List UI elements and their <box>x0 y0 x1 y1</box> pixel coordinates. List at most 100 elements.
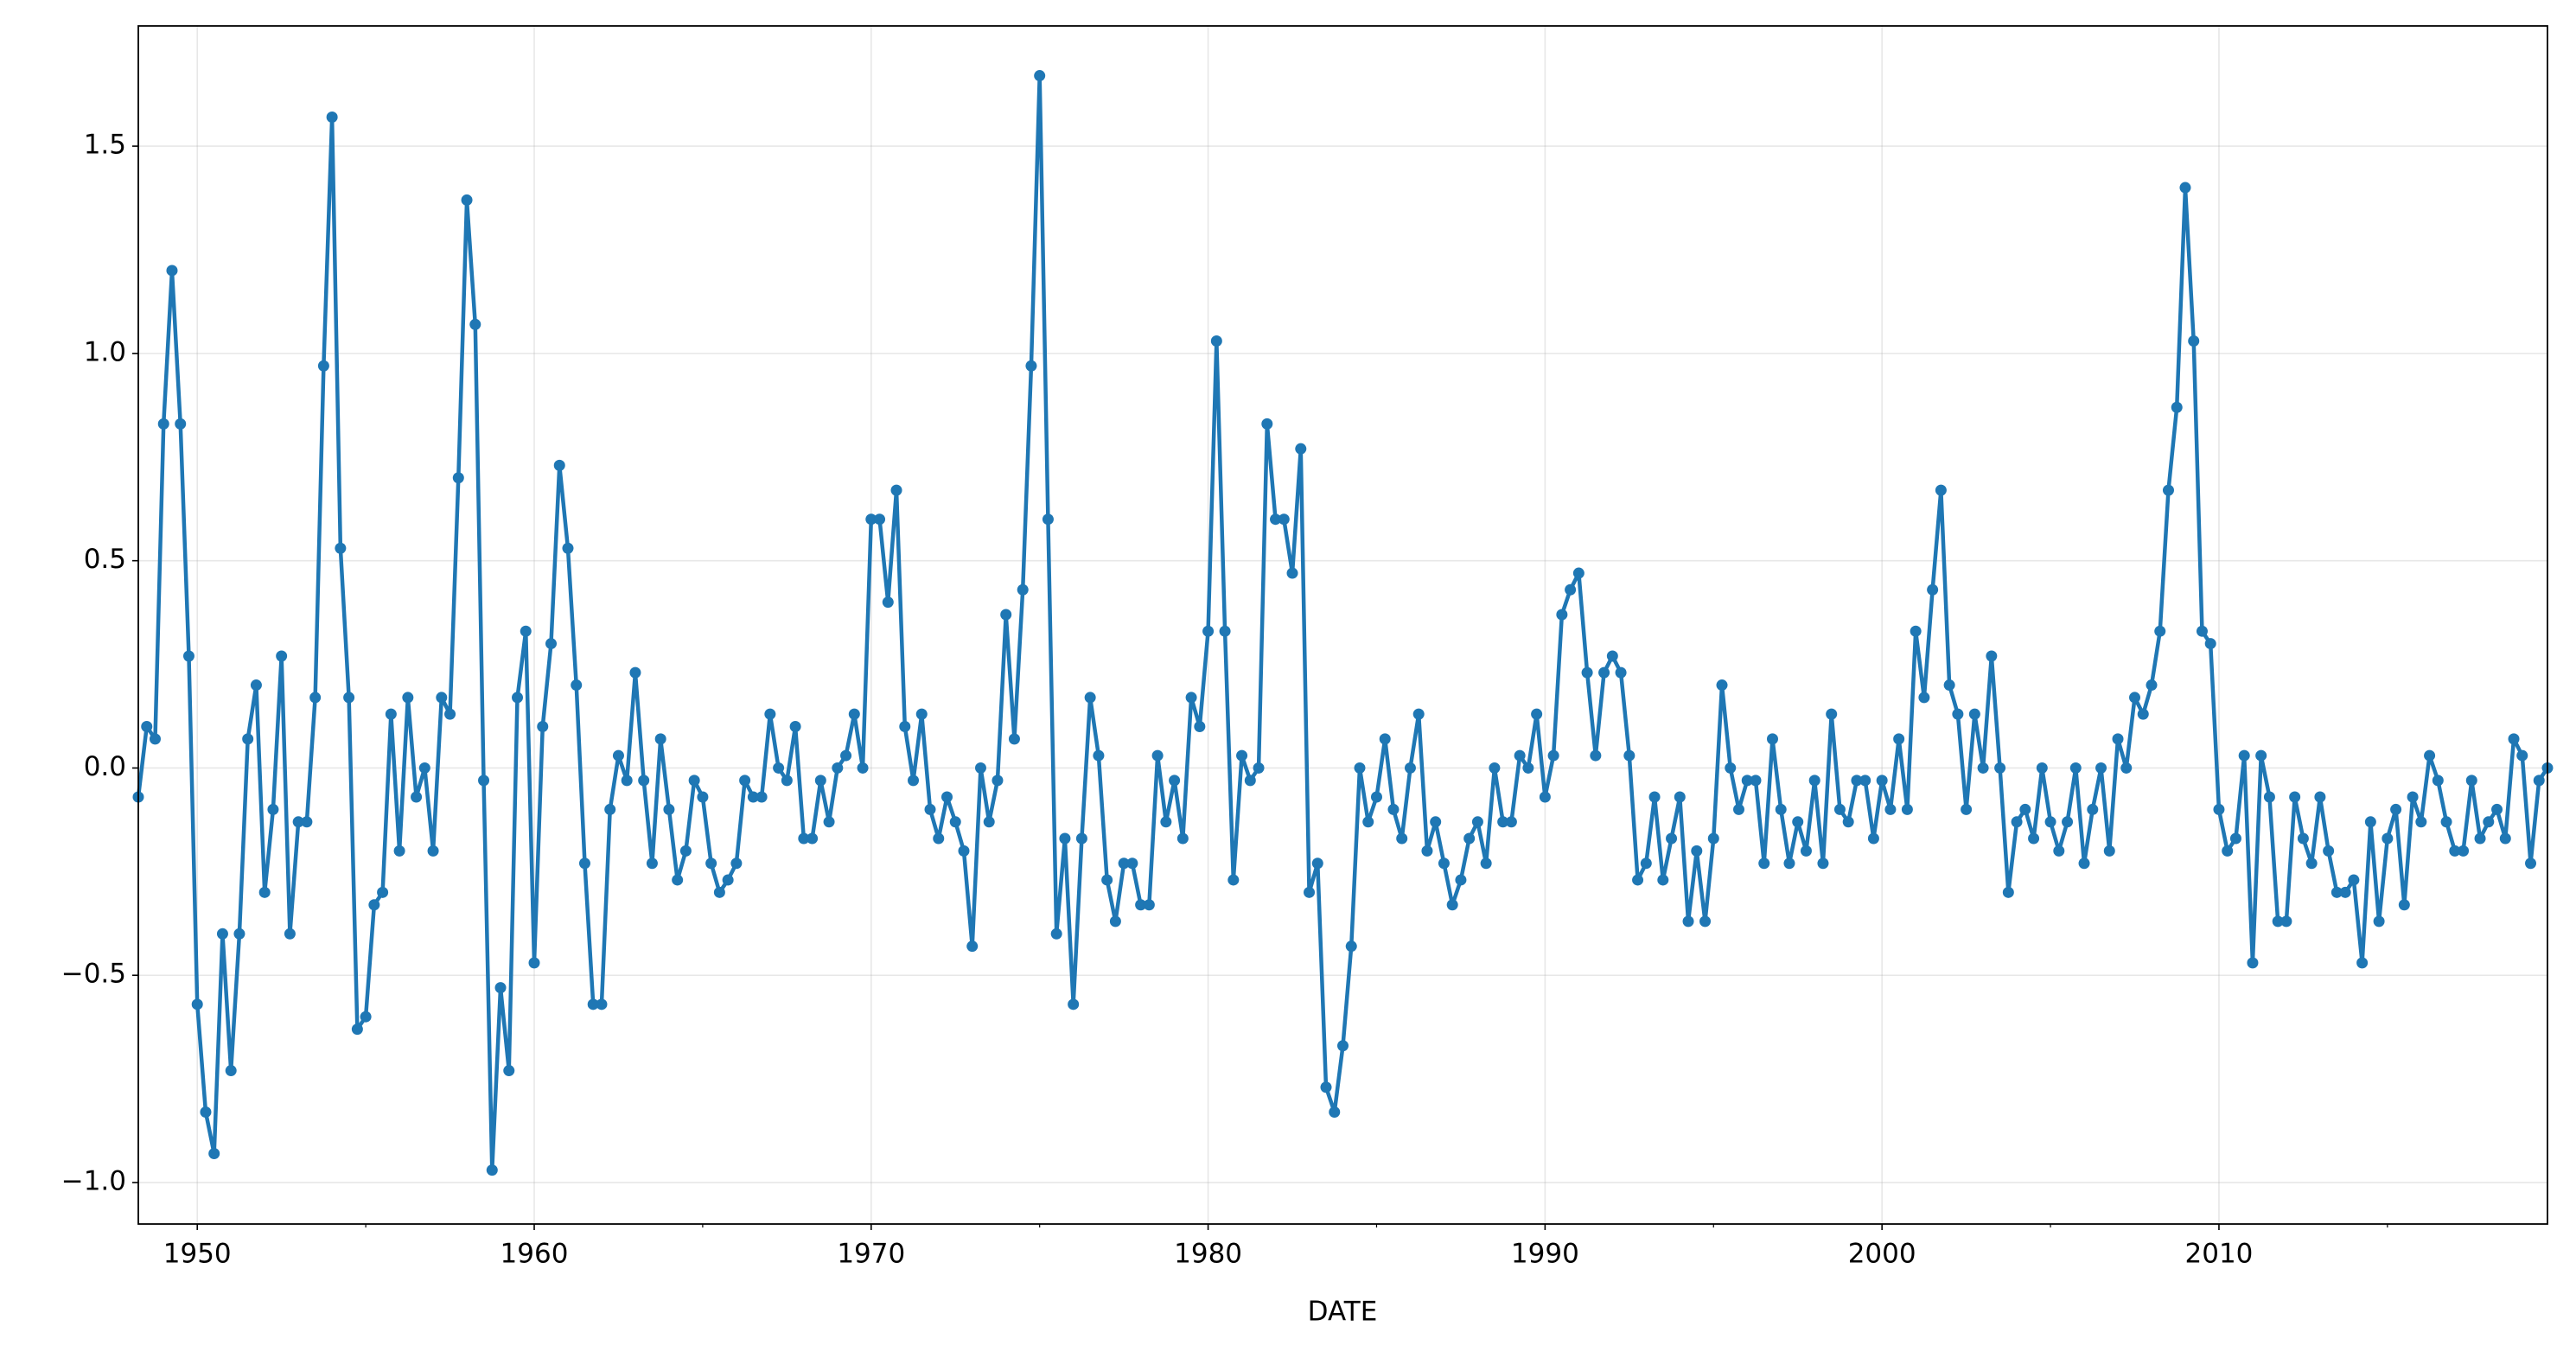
point <box>1270 513 1282 526</box>
point <box>284 928 296 940</box>
point <box>537 720 549 732</box>
point <box>2255 749 2267 762</box>
point <box>2297 832 2309 845</box>
point <box>2289 791 2301 803</box>
point <box>242 733 254 745</box>
point <box>436 692 448 704</box>
point <box>697 791 709 803</box>
point <box>503 1065 515 1077</box>
point <box>1808 775 1820 787</box>
point <box>747 791 759 803</box>
point <box>1151 749 1164 762</box>
point <box>1463 832 1476 845</box>
point <box>722 874 734 886</box>
point <box>494 982 507 994</box>
point <box>2474 832 2486 845</box>
point <box>216 928 228 940</box>
point <box>730 858 743 870</box>
point <box>832 762 844 774</box>
point <box>2382 832 2394 845</box>
point <box>1901 803 1913 815</box>
x-tick-label: 1960 <box>501 1239 569 1270</box>
point <box>756 791 768 803</box>
point <box>764 708 776 720</box>
point <box>208 1147 220 1159</box>
point <box>1093 749 1105 762</box>
point <box>882 596 894 609</box>
point <box>1008 733 1020 745</box>
point <box>1345 940 1357 953</box>
point <box>1320 1081 1332 1093</box>
point <box>351 1023 363 1036</box>
x-tick-label: 2010 <box>2185 1239 2254 1270</box>
point <box>2011 816 2023 828</box>
point <box>149 733 161 745</box>
point <box>1867 832 1879 845</box>
point <box>1598 666 1610 679</box>
point <box>1176 832 1189 845</box>
point <box>427 845 439 857</box>
point <box>486 1164 498 1176</box>
point <box>2196 625 2208 637</box>
point <box>1227 874 1240 886</box>
point <box>250 679 262 692</box>
point <box>191 998 203 1011</box>
point <box>1042 513 1054 526</box>
point <box>1640 858 1652 870</box>
point <box>1059 832 1071 845</box>
point <box>1101 874 1113 886</box>
point <box>2491 803 2503 815</box>
point <box>1210 335 1222 347</box>
point <box>2044 816 2056 828</box>
point <box>267 803 279 815</box>
point <box>2087 803 2099 815</box>
point <box>562 542 574 554</box>
point <box>587 998 599 1011</box>
point <box>1707 832 1719 845</box>
point <box>1109 915 1121 928</box>
y-tick-label: 0.5 <box>84 544 126 575</box>
point <box>798 832 810 845</box>
point <box>141 720 153 732</box>
point <box>1261 418 1273 430</box>
point <box>1354 762 1366 774</box>
point <box>1396 832 1408 845</box>
point <box>1412 708 1425 720</box>
point <box>1783 858 1795 870</box>
point <box>840 749 852 762</box>
point <box>2415 816 2427 828</box>
point <box>2112 733 2124 745</box>
point <box>2188 335 2200 347</box>
point <box>411 791 423 803</box>
point <box>940 791 953 803</box>
series-line <box>136 73 2549 1172</box>
point <box>908 775 920 787</box>
point <box>2533 775 2545 787</box>
point <box>638 775 650 787</box>
point <box>1581 666 1593 679</box>
point <box>2002 886 2014 898</box>
x-tick-label: 1990 <box>1511 1239 1579 1270</box>
point <box>2525 858 2537 870</box>
point <box>1404 762 1416 774</box>
point <box>2154 625 2166 637</box>
x-axis-label: DATE <box>1308 1297 1378 1328</box>
point <box>2179 182 2191 194</box>
point <box>571 679 583 692</box>
point <box>1876 775 1888 787</box>
point <box>958 845 970 857</box>
point <box>915 708 928 720</box>
point <box>1000 609 1012 621</box>
point <box>1387 803 1400 815</box>
point <box>1943 679 1955 692</box>
point <box>2171 401 2183 413</box>
point <box>1118 858 1130 870</box>
point <box>1304 886 1316 898</box>
point <box>166 265 178 277</box>
point <box>2062 816 2074 828</box>
point <box>2407 791 2419 803</box>
point <box>2314 791 2326 803</box>
point <box>2146 679 2158 692</box>
point <box>1253 762 1265 774</box>
point <box>2028 832 2040 845</box>
